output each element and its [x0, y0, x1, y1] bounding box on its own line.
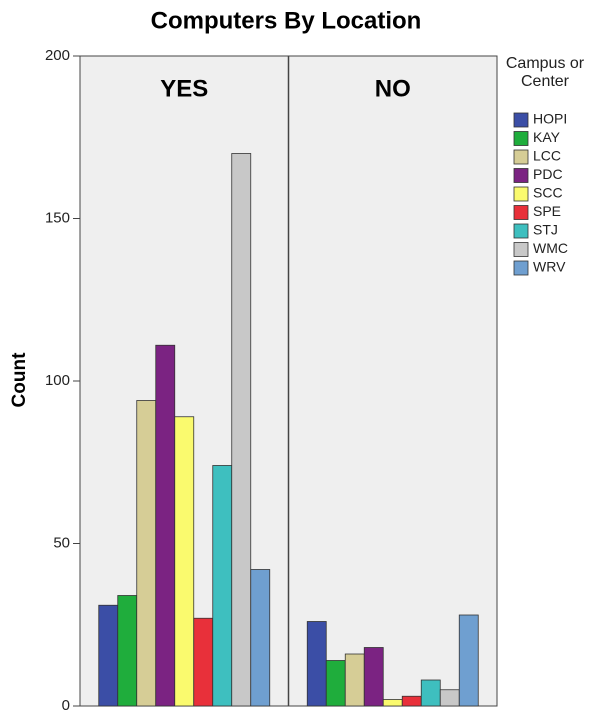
bar	[306, 621, 327, 707]
legend-label: WMC	[533, 240, 568, 256]
legend-swatch	[513, 260, 529, 276]
legend-swatch	[513, 168, 529, 183]
bar	[325, 660, 346, 707]
bar	[344, 653, 365, 707]
bar	[363, 647, 384, 707]
legend-swatch	[513, 223, 529, 239]
legend-label: LCC	[533, 148, 561, 164]
legend-label: SPE	[533, 203, 561, 219]
bar	[458, 614, 479, 707]
bar	[401, 695, 422, 707]
bar	[382, 699, 403, 707]
bar	[250, 569, 271, 707]
panel-label: NO	[375, 75, 411, 102]
bar	[98, 604, 119, 707]
legend-swatch	[513, 242, 529, 257]
legend-swatch	[513, 149, 529, 165]
bar	[155, 344, 176, 707]
bar	[420, 679, 441, 707]
panel-label: YES	[160, 75, 208, 102]
bar	[117, 595, 138, 707]
legend-label: PDC	[533, 166, 563, 182]
legend-label: WRV	[533, 259, 566, 275]
y-tick-label: 200	[45, 47, 70, 64]
legend-swatch	[513, 186, 529, 202]
legend-label: SCC	[533, 185, 563, 201]
bar	[231, 153, 252, 707]
chart-title: Computers By Location	[151, 7, 422, 34]
y-axis-label: Count	[9, 352, 30, 408]
legend-label: KAY	[533, 129, 561, 145]
bar	[174, 416, 195, 707]
bar	[212, 465, 233, 707]
legend-swatch	[513, 205, 529, 220]
y-tick-label: 100	[45, 372, 70, 389]
legend-label: STJ	[533, 222, 558, 238]
legend-swatch	[513, 131, 529, 146]
y-tick-label: 0	[62, 697, 70, 714]
bar	[439, 689, 460, 707]
legend-title: Campus or Center	[505, 55, 585, 90]
bar	[136, 400, 157, 707]
y-tick-label: 50	[53, 534, 70, 551]
legend-label: HOPI	[533, 111, 567, 127]
legend-swatch	[513, 112, 529, 128]
bar	[193, 617, 214, 707]
y-tick-label: 150	[45, 209, 70, 226]
